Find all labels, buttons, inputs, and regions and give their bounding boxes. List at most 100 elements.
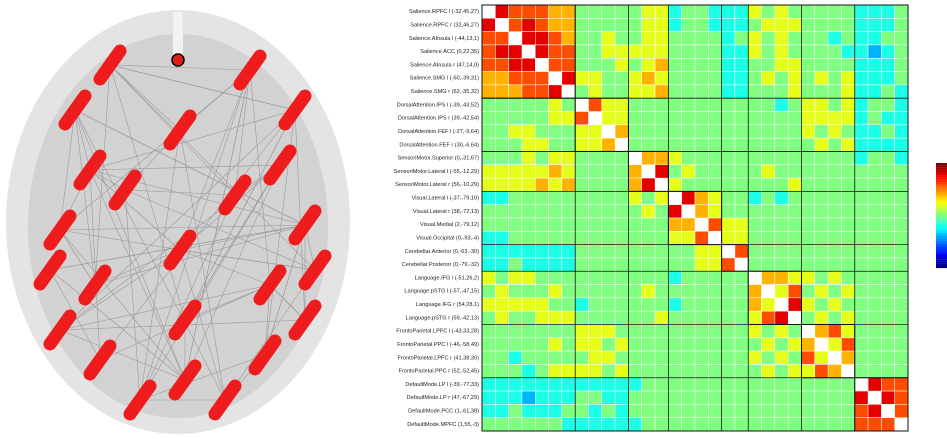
cell bbox=[601, 164, 616, 179]
colorbar-step bbox=[936, 253, 947, 256]
cell bbox=[814, 284, 829, 299]
colorbar-step bbox=[936, 202, 947, 206]
cell bbox=[508, 244, 523, 259]
cell bbox=[881, 44, 895, 59]
cell bbox=[787, 111, 802, 126]
cell bbox=[654, 390, 669, 405]
roi-blob bbox=[298, 249, 332, 291]
cell bbox=[827, 124, 842, 139]
cell bbox=[721, 364, 736, 378]
roi-blob bbox=[163, 109, 197, 151]
cell bbox=[841, 350, 855, 365]
roi-blob bbox=[278, 89, 312, 131]
cell bbox=[814, 404, 829, 418]
colorbar-step bbox=[936, 263, 947, 266]
cell bbox=[854, 58, 869, 72]
cell bbox=[694, 377, 709, 392]
cell bbox=[641, 310, 656, 325]
cell bbox=[548, 390, 563, 405]
cell bbox=[774, 164, 789, 179]
cell bbox=[814, 4, 829, 19]
cell bbox=[801, 350, 816, 365]
cell bbox=[654, 350, 669, 365]
connection bbox=[109, 64, 296, 111]
cell bbox=[894, 404, 909, 418]
cell bbox=[748, 71, 762, 86]
cell bbox=[668, 390, 682, 405]
cell bbox=[721, 18, 736, 32]
cell bbox=[561, 137, 576, 152]
cell bbox=[708, 257, 722, 272]
connection bbox=[74, 109, 91, 171]
cell bbox=[734, 404, 749, 418]
cell bbox=[628, 297, 642, 312]
cell bbox=[708, 217, 722, 232]
cell bbox=[481, 111, 496, 126]
cell bbox=[787, 71, 802, 86]
cell bbox=[787, 217, 802, 232]
cell bbox=[535, 4, 549, 19]
row-label: Cerebellar.Posterior (0,-79,-32) bbox=[402, 262, 479, 268]
cell bbox=[894, 337, 909, 352]
cell bbox=[708, 31, 722, 46]
cell bbox=[574, 4, 589, 19]
matrix-frame bbox=[481, 4, 909, 432]
connection bbox=[89, 169, 101, 361]
cell bbox=[894, 191, 909, 205]
cell bbox=[654, 231, 669, 245]
cell bbox=[641, 324, 656, 339]
cell bbox=[535, 71, 549, 86]
connection bbox=[109, 64, 186, 321]
cell bbox=[508, 417, 523, 432]
cell bbox=[654, 417, 669, 432]
cell bbox=[721, 271, 736, 285]
cell bbox=[867, 124, 882, 139]
colorbar-step bbox=[936, 175, 947, 178]
cell bbox=[495, 217, 509, 232]
cell bbox=[787, 244, 802, 259]
row-label: FrontoParietal.PPC r (52,-52,45) bbox=[398, 369, 479, 375]
cell bbox=[654, 364, 669, 378]
cell bbox=[628, 111, 642, 126]
cell bbox=[588, 177, 603, 192]
cell bbox=[867, 18, 882, 32]
cell bbox=[721, 377, 736, 392]
cell bbox=[561, 244, 576, 259]
row-label: Language.pSTG l (-57,-47,15) bbox=[404, 289, 479, 295]
cell bbox=[535, 364, 549, 378]
cell bbox=[894, 297, 909, 312]
cell bbox=[894, 58, 909, 72]
cell bbox=[761, 310, 776, 325]
cell bbox=[508, 137, 523, 152]
colorbar-step bbox=[936, 194, 947, 197]
cell bbox=[721, 151, 736, 165]
cell bbox=[681, 337, 696, 352]
cell bbox=[721, 124, 736, 139]
cell bbox=[535, 404, 549, 418]
roi-blob bbox=[253, 264, 287, 306]
cell bbox=[694, 404, 709, 418]
cell bbox=[814, 324, 829, 339]
cell bbox=[628, 191, 642, 205]
cell bbox=[801, 297, 816, 312]
row-label: DefaultMode.MPFC (1,55,-3) bbox=[407, 422, 479, 428]
cell bbox=[787, 124, 802, 139]
cell bbox=[881, 284, 895, 299]
cell bbox=[854, 284, 869, 299]
cell bbox=[827, 377, 842, 392]
cell bbox=[495, 204, 509, 219]
cell bbox=[614, 124, 629, 139]
cell bbox=[521, 364, 536, 378]
cell bbox=[867, 217, 882, 232]
cell bbox=[708, 177, 722, 192]
cell bbox=[721, 31, 736, 46]
cell bbox=[668, 271, 682, 285]
cell bbox=[708, 364, 722, 378]
cell bbox=[561, 58, 576, 72]
cell bbox=[814, 58, 829, 72]
cell bbox=[628, 324, 642, 339]
cell bbox=[641, 350, 656, 365]
cell bbox=[854, 217, 869, 232]
cell bbox=[614, 297, 629, 312]
cell bbox=[748, 44, 762, 59]
